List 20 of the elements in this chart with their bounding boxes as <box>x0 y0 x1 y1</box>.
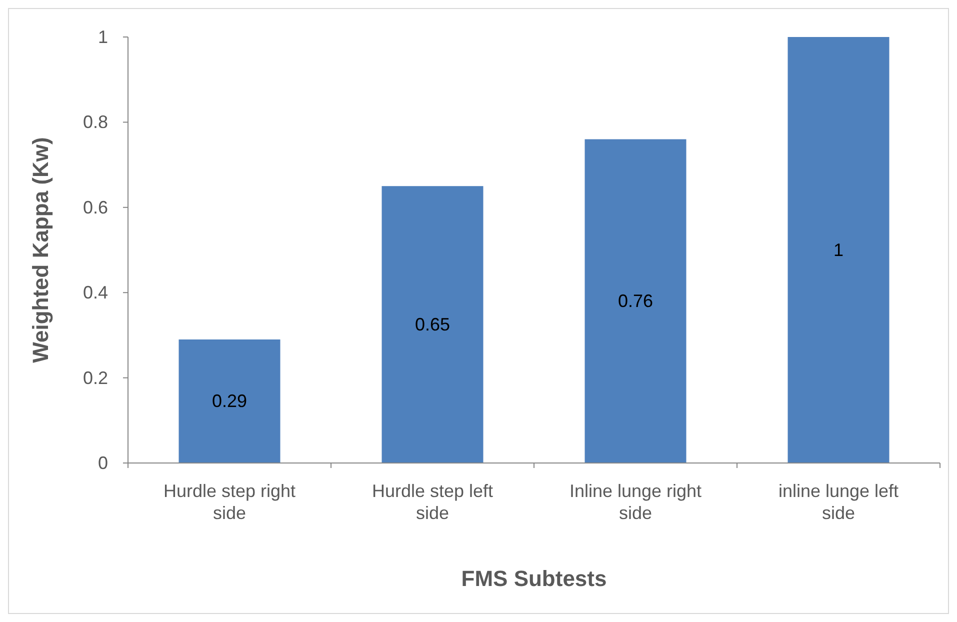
data-label: 0.65 <box>414 314 450 335</box>
x-axis-title: FMS Subtests <box>461 566 607 591</box>
y-axis-title: Weighted Kappa (Kw) <box>28 137 53 363</box>
data-label: 0.29 <box>212 391 248 412</box>
x-tick-label: Hurdle step right side <box>163 481 296 523</box>
y-tick-label: 0.6 <box>82 197 108 218</box>
data-label: 1 <box>833 240 844 260</box>
y-tick-label: 0.2 <box>82 368 108 388</box>
bar <box>178 339 280 463</box>
y-tick-label: 0.4 <box>82 282 108 303</box>
bar <box>788 37 890 463</box>
y-tick-label: 0 <box>98 453 108 473</box>
bar <box>382 186 484 463</box>
y-tick-label: 1 <box>98 27 108 47</box>
bar <box>584 139 686 463</box>
x-tick-label: Inline lunge right side <box>569 481 702 523</box>
y-tick-label: 0.8 <box>82 112 108 132</box>
x-tick-label: Hurdle step left side <box>372 481 494 523</box>
x-tick-label: inline lunge left side <box>778 481 899 523</box>
data-label: 0.76 <box>618 291 654 312</box>
